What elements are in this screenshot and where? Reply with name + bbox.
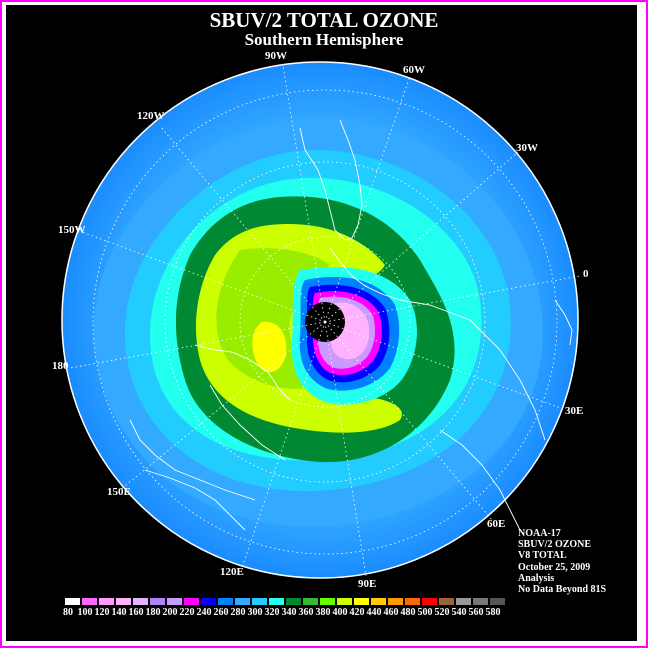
colorbar-swatch (98, 597, 115, 606)
longitude-label-90e: 90E (358, 578, 377, 590)
colorbar-swatch (421, 597, 438, 606)
colorbar-swatch (217, 597, 234, 606)
longitude-label-150e: 150E (107, 486, 131, 498)
colorbar-swatch (387, 597, 404, 606)
colorbar-swatch (183, 597, 200, 606)
colorbar-tick-label: 460 (383, 607, 399, 618)
colorbar-swatch (489, 597, 506, 606)
colorbar-tick-label: 280 (230, 607, 246, 618)
colorbar-swatch (438, 597, 455, 606)
colorbar-swatch (268, 597, 285, 606)
ozone-field (62, 62, 578, 578)
colorbar-swatch (149, 597, 166, 606)
colorbar-tick-label: 160 (128, 607, 144, 618)
colorbar-tick-label: 320 (264, 607, 280, 618)
colorbar-swatch (336, 597, 353, 606)
coverage-note: No Data Beyond 81S (518, 584, 607, 596)
colorbar-tick-label: 400 (332, 607, 348, 618)
product-type: Analysis (518, 572, 555, 584)
colorbar-tick-label: 420 (349, 607, 365, 618)
colorbar-swatch (81, 597, 98, 606)
longitude-label-60e: 60E (487, 518, 506, 530)
colorbar-tick-label: 300 (247, 607, 263, 618)
product-version: V8 TOTAL (518, 550, 567, 562)
longitude-label-30w: 30W (516, 142, 538, 154)
colorbar-tick-label: 200 (162, 607, 178, 618)
satellite-name: NOAA-17 (518, 528, 561, 539)
colorbar-labels: 80 100 120 140 160 180 200 220 240 260 280 300 320 34… (0, 607, 648, 621)
colorbar-swatch (64, 597, 81, 606)
colorbar (64, 597, 506, 606)
colorbar-swatch (132, 597, 149, 606)
longitude-label-0: 0 (583, 268, 589, 280)
longitude-label-30e: 30E (565, 405, 584, 417)
colorbar-swatch (302, 597, 319, 606)
colorbar-swatch (251, 597, 268, 606)
colorbar-tick-label: 500 (417, 607, 433, 618)
colorbar-swatch (200, 597, 217, 606)
colorbar-swatch (472, 597, 489, 606)
colorbar-swatch (455, 597, 472, 606)
graticule (69, 65, 581, 577)
globe-outline (61, 61, 579, 579)
instrument-name: SBUV/2 OZONE (518, 539, 592, 551)
colorbar-tick-label: 580 (485, 607, 501, 618)
longitude-label-90w: 90W (265, 50, 287, 62)
colorbar-swatch (166, 597, 183, 606)
colorbar-swatch (353, 597, 370, 606)
map-subtitle: Southern Hemisphere (244, 30, 404, 49)
colorbar-swatch (404, 597, 421, 606)
longitude-label-120w: 120W (137, 110, 165, 122)
ozone-max-patch (252, 321, 287, 373)
colorbar-tick-label: 480 (400, 607, 416, 618)
coastlines (129, 119, 573, 531)
colorbar-tick-label: 220 (179, 607, 195, 618)
product-info: NOAA-17 SBUV/2 OZONE V8 TOTAL October 25… (518, 528, 606, 595)
longitude-label-120e: 120E (220, 566, 244, 578)
longitude-label-180: 180 (52, 360, 69, 372)
colorbar-tick-label: 260 (213, 607, 229, 618)
colorbar-tick-label: 360 (298, 607, 314, 618)
colorbar-swatch (319, 597, 336, 606)
colorbar-swatch (234, 597, 251, 606)
colorbar-tick-label: 520 (434, 607, 450, 618)
longitude-label-60w: 60W (403, 64, 425, 76)
colorbar-tick-label: 440 (366, 607, 382, 618)
colorbar-tick-label: 100 (77, 607, 93, 618)
map-title: SBUV/2 TOTAL OZONE (209, 8, 439, 32)
colorbar-tick-label: 180 (145, 607, 161, 618)
colorbar-tick-label: 120 (94, 607, 110, 618)
colorbar-tick-label: 340 (281, 607, 297, 618)
colorbar-tick-label: 560 (468, 607, 484, 618)
colorbar-tick-label: 540 (451, 607, 467, 618)
colorbar-tick-label: 380 (315, 607, 331, 618)
colorbar-tick-label: 80 (63, 607, 73, 618)
colorbar-swatch (370, 597, 387, 606)
colorbar-swatch (285, 597, 302, 606)
colorbar-tick-label: 140 (111, 607, 127, 618)
longitude-label-150w: 150W (58, 224, 86, 236)
product-date: October 25, 2009 (518, 561, 591, 573)
colorbar-swatch (115, 597, 132, 606)
colorbar-tick-label: 240 (196, 607, 212, 618)
